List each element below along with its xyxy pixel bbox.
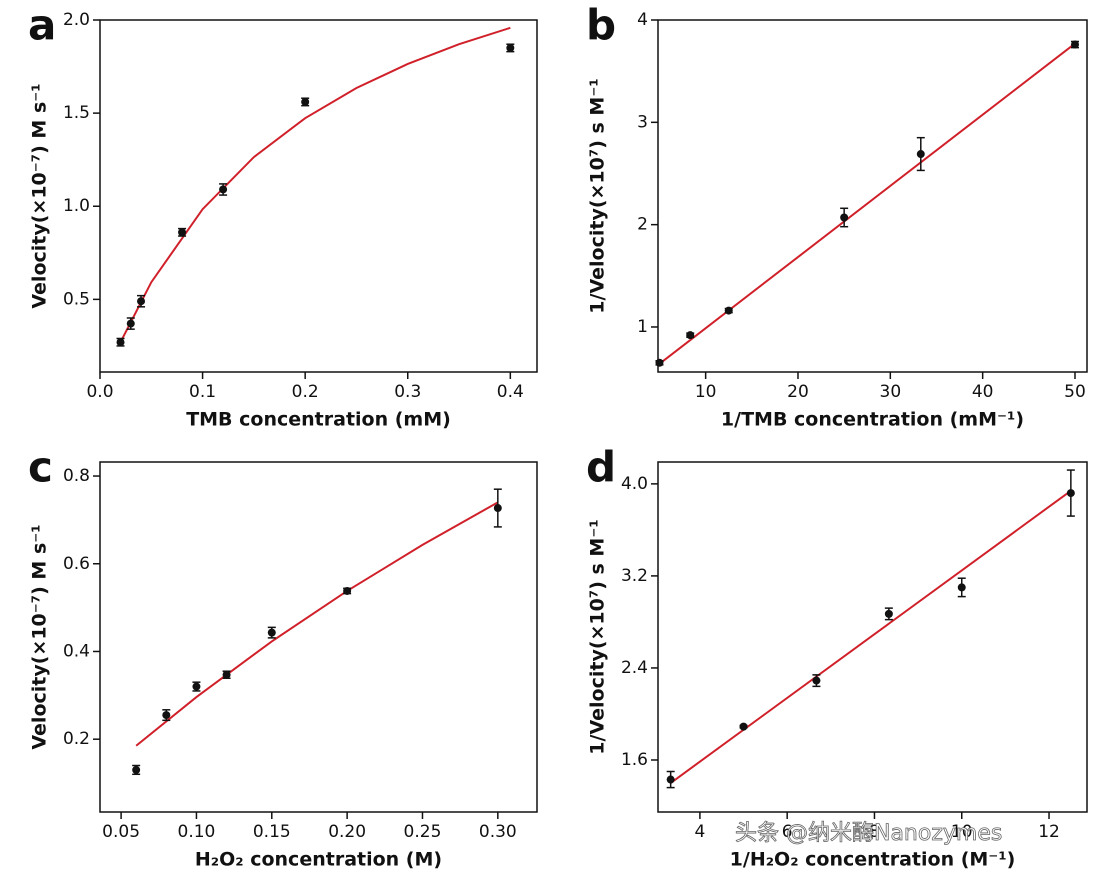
- x-tick-label: 0.0: [86, 382, 113, 402]
- data-point: [126, 319, 135, 328]
- data-point: [178, 228, 187, 237]
- x-tick-label: 50: [1064, 382, 1086, 402]
- y-tick-label: 0.2: [63, 729, 90, 749]
- x-tick-label: 0.10: [178, 822, 216, 842]
- x-axis-label: TMB concentration (mM): [186, 409, 451, 431]
- y-tick-label: 1.6: [621, 750, 648, 770]
- y-tick-label: 1: [637, 317, 648, 337]
- plot-frame: [657, 19, 1088, 373]
- x-tick-label: 8: [869, 822, 880, 842]
- y-axis-label: 1/Velocity(×10⁷) s M⁻¹: [587, 519, 609, 754]
- data-point: [1070, 40, 1079, 49]
- x-tick-label: 0.30: [479, 822, 517, 842]
- data-point: [724, 306, 733, 315]
- y-axis-label: Velocity(×10⁻⁷) M s⁻¹: [29, 524, 51, 749]
- data-point: [812, 676, 821, 685]
- y-tick-label: 1.0: [63, 196, 90, 216]
- data-point: [655, 358, 664, 367]
- watermark: 头条 @纳米酶Nanozymes: [735, 821, 1002, 846]
- x-tick-label: 0.15: [253, 822, 291, 842]
- data-point: [916, 150, 925, 159]
- x-tick-label: 6: [782, 822, 793, 842]
- plot-frame: [657, 461, 1088, 813]
- data-point: [192, 682, 201, 691]
- y-tick-label: 2: [637, 215, 648, 235]
- y-tick-label: 4: [637, 10, 648, 30]
- x-axis-label: H₂O₂ concentration (M): [195, 849, 442, 871]
- data-point: [301, 97, 310, 106]
- y-tick-label: 1.5: [63, 103, 90, 123]
- fit-curve: [670, 489, 1072, 784]
- y-axis-label: Velocity(×10⁻⁷) M s⁻¹: [29, 83, 51, 308]
- y-tick-label: 3: [637, 112, 648, 132]
- fit-curve: [658, 42, 1076, 365]
- data-point: [493, 504, 502, 513]
- y-tick-label: 2.0: [63, 10, 90, 30]
- data-point: [506, 43, 515, 52]
- x-axis-label: 1/H₂O₂ concentration (M⁻¹): [730, 849, 1016, 871]
- x-tick-label: 0.25: [404, 822, 442, 842]
- x-axis-label: 1/TMB concentration (mM⁻¹): [721, 409, 1024, 431]
- fit-curve: [135, 501, 499, 747]
- data-point: [219, 185, 228, 194]
- x-tick-label: 0.3: [394, 382, 421, 402]
- x-tick-label: 10: [951, 822, 973, 842]
- y-tick-label: 0.4: [63, 641, 90, 661]
- y-tick-label: 3.2: [621, 566, 648, 586]
- x-tick-label: 40: [972, 382, 994, 402]
- data-point: [132, 765, 141, 774]
- plot-frame: [99, 19, 538, 373]
- y-tick-label: 0.5: [63, 289, 90, 309]
- plot-frame: [99, 461, 538, 813]
- data-point: [116, 338, 125, 347]
- x-tick-label: 4: [694, 822, 705, 842]
- data-point: [162, 711, 171, 720]
- x-tick-label: 0.4: [497, 382, 524, 402]
- x-tick-label: 12: [1038, 822, 1060, 842]
- data-point: [686, 331, 695, 340]
- data-point: [739, 722, 748, 731]
- panel-label: b: [586, 1, 616, 50]
- panel-label: c: [28, 443, 53, 492]
- data-point: [137, 297, 146, 306]
- x-tick-label: 0.2: [292, 382, 319, 402]
- x-tick-label: 0.20: [328, 822, 366, 842]
- y-tick-label: 2.4: [621, 658, 648, 678]
- panel-label: d: [586, 443, 616, 492]
- y-tick-label: 0.6: [63, 554, 90, 574]
- x-tick-label: 30: [880, 382, 902, 402]
- data-point: [343, 586, 352, 595]
- data-point: [840, 213, 849, 222]
- y-tick-label: 0.8: [63, 466, 90, 486]
- x-tick-label: 0.05: [102, 822, 140, 842]
- data-point: [1066, 489, 1075, 498]
- fit-curve: [119, 26, 511, 343]
- data-point: [884, 609, 893, 618]
- data-point: [957, 583, 966, 592]
- data-point: [222, 670, 231, 679]
- y-tick-label: 4.0: [621, 474, 648, 494]
- x-tick-label: 10: [695, 382, 717, 402]
- panel-label: a: [28, 1, 56, 50]
- data-point: [666, 775, 675, 784]
- x-tick-label: 0.1: [189, 382, 216, 402]
- x-tick-label: 20: [787, 382, 809, 402]
- data-point: [267, 628, 276, 637]
- y-axis-label: 1/Velocity(×10⁷) s M⁻¹: [587, 78, 609, 313]
